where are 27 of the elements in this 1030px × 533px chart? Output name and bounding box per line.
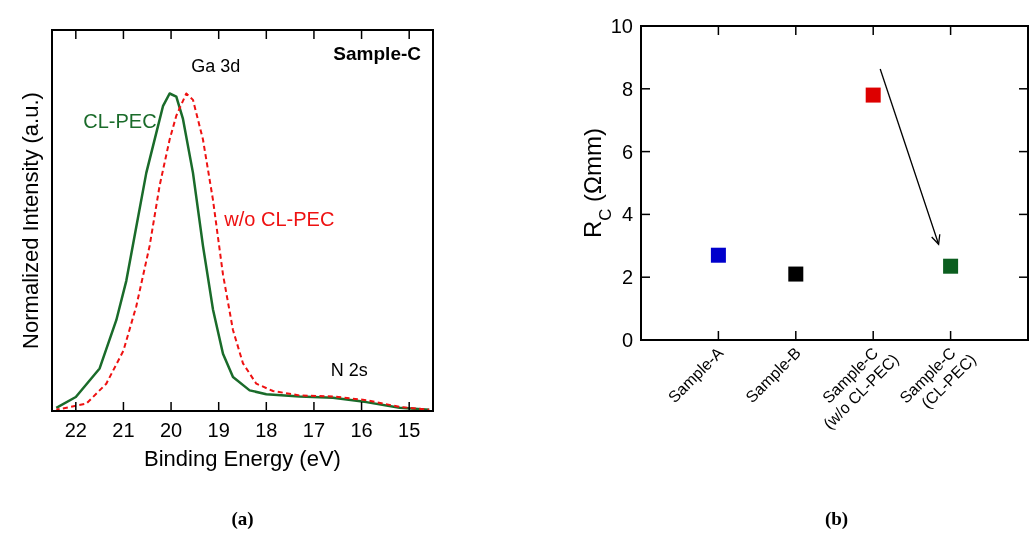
y-tick-label: 10 <box>610 15 633 37</box>
x-tick-label: 18 <box>255 419 278 441</box>
y-axis-title: Normalized Intensity (a.u.) <box>18 92 43 349</box>
x-tick-label: 21 <box>112 419 135 441</box>
x-axis-title: Binding Energy (eV) <box>144 446 341 471</box>
annotation: N 2s <box>330 360 368 380</box>
point <box>710 247 726 263</box>
y-tick-label: 0 <box>621 329 633 351</box>
x-tick-label: 17 <box>302 419 326 441</box>
series-label: CL-PEC <box>83 109 157 132</box>
y-tick-label: 6 <box>621 140 633 163</box>
y-tick-label: 4 <box>621 203 633 226</box>
point <box>788 266 804 282</box>
x-tick-label: 15 <box>398 419 421 441</box>
x-tick-label: 19 <box>207 419 230 441</box>
point <box>943 258 959 274</box>
y-tick-label: 2 <box>621 266 633 289</box>
x-tick-label: 22 <box>64 419 87 441</box>
series-label: w/o CL-PEC <box>223 207 335 230</box>
x-tick-label: 20 <box>159 419 183 441</box>
point <box>865 87 881 103</box>
y-tick-label: 8 <box>621 77 633 100</box>
text: Ga 3d <box>191 56 241 76</box>
text: (a) <box>231 508 254 530</box>
text: Sample-C <box>333 43 422 64</box>
text: (b) <box>824 508 849 530</box>
x-tick-label: 16 <box>350 419 373 441</box>
